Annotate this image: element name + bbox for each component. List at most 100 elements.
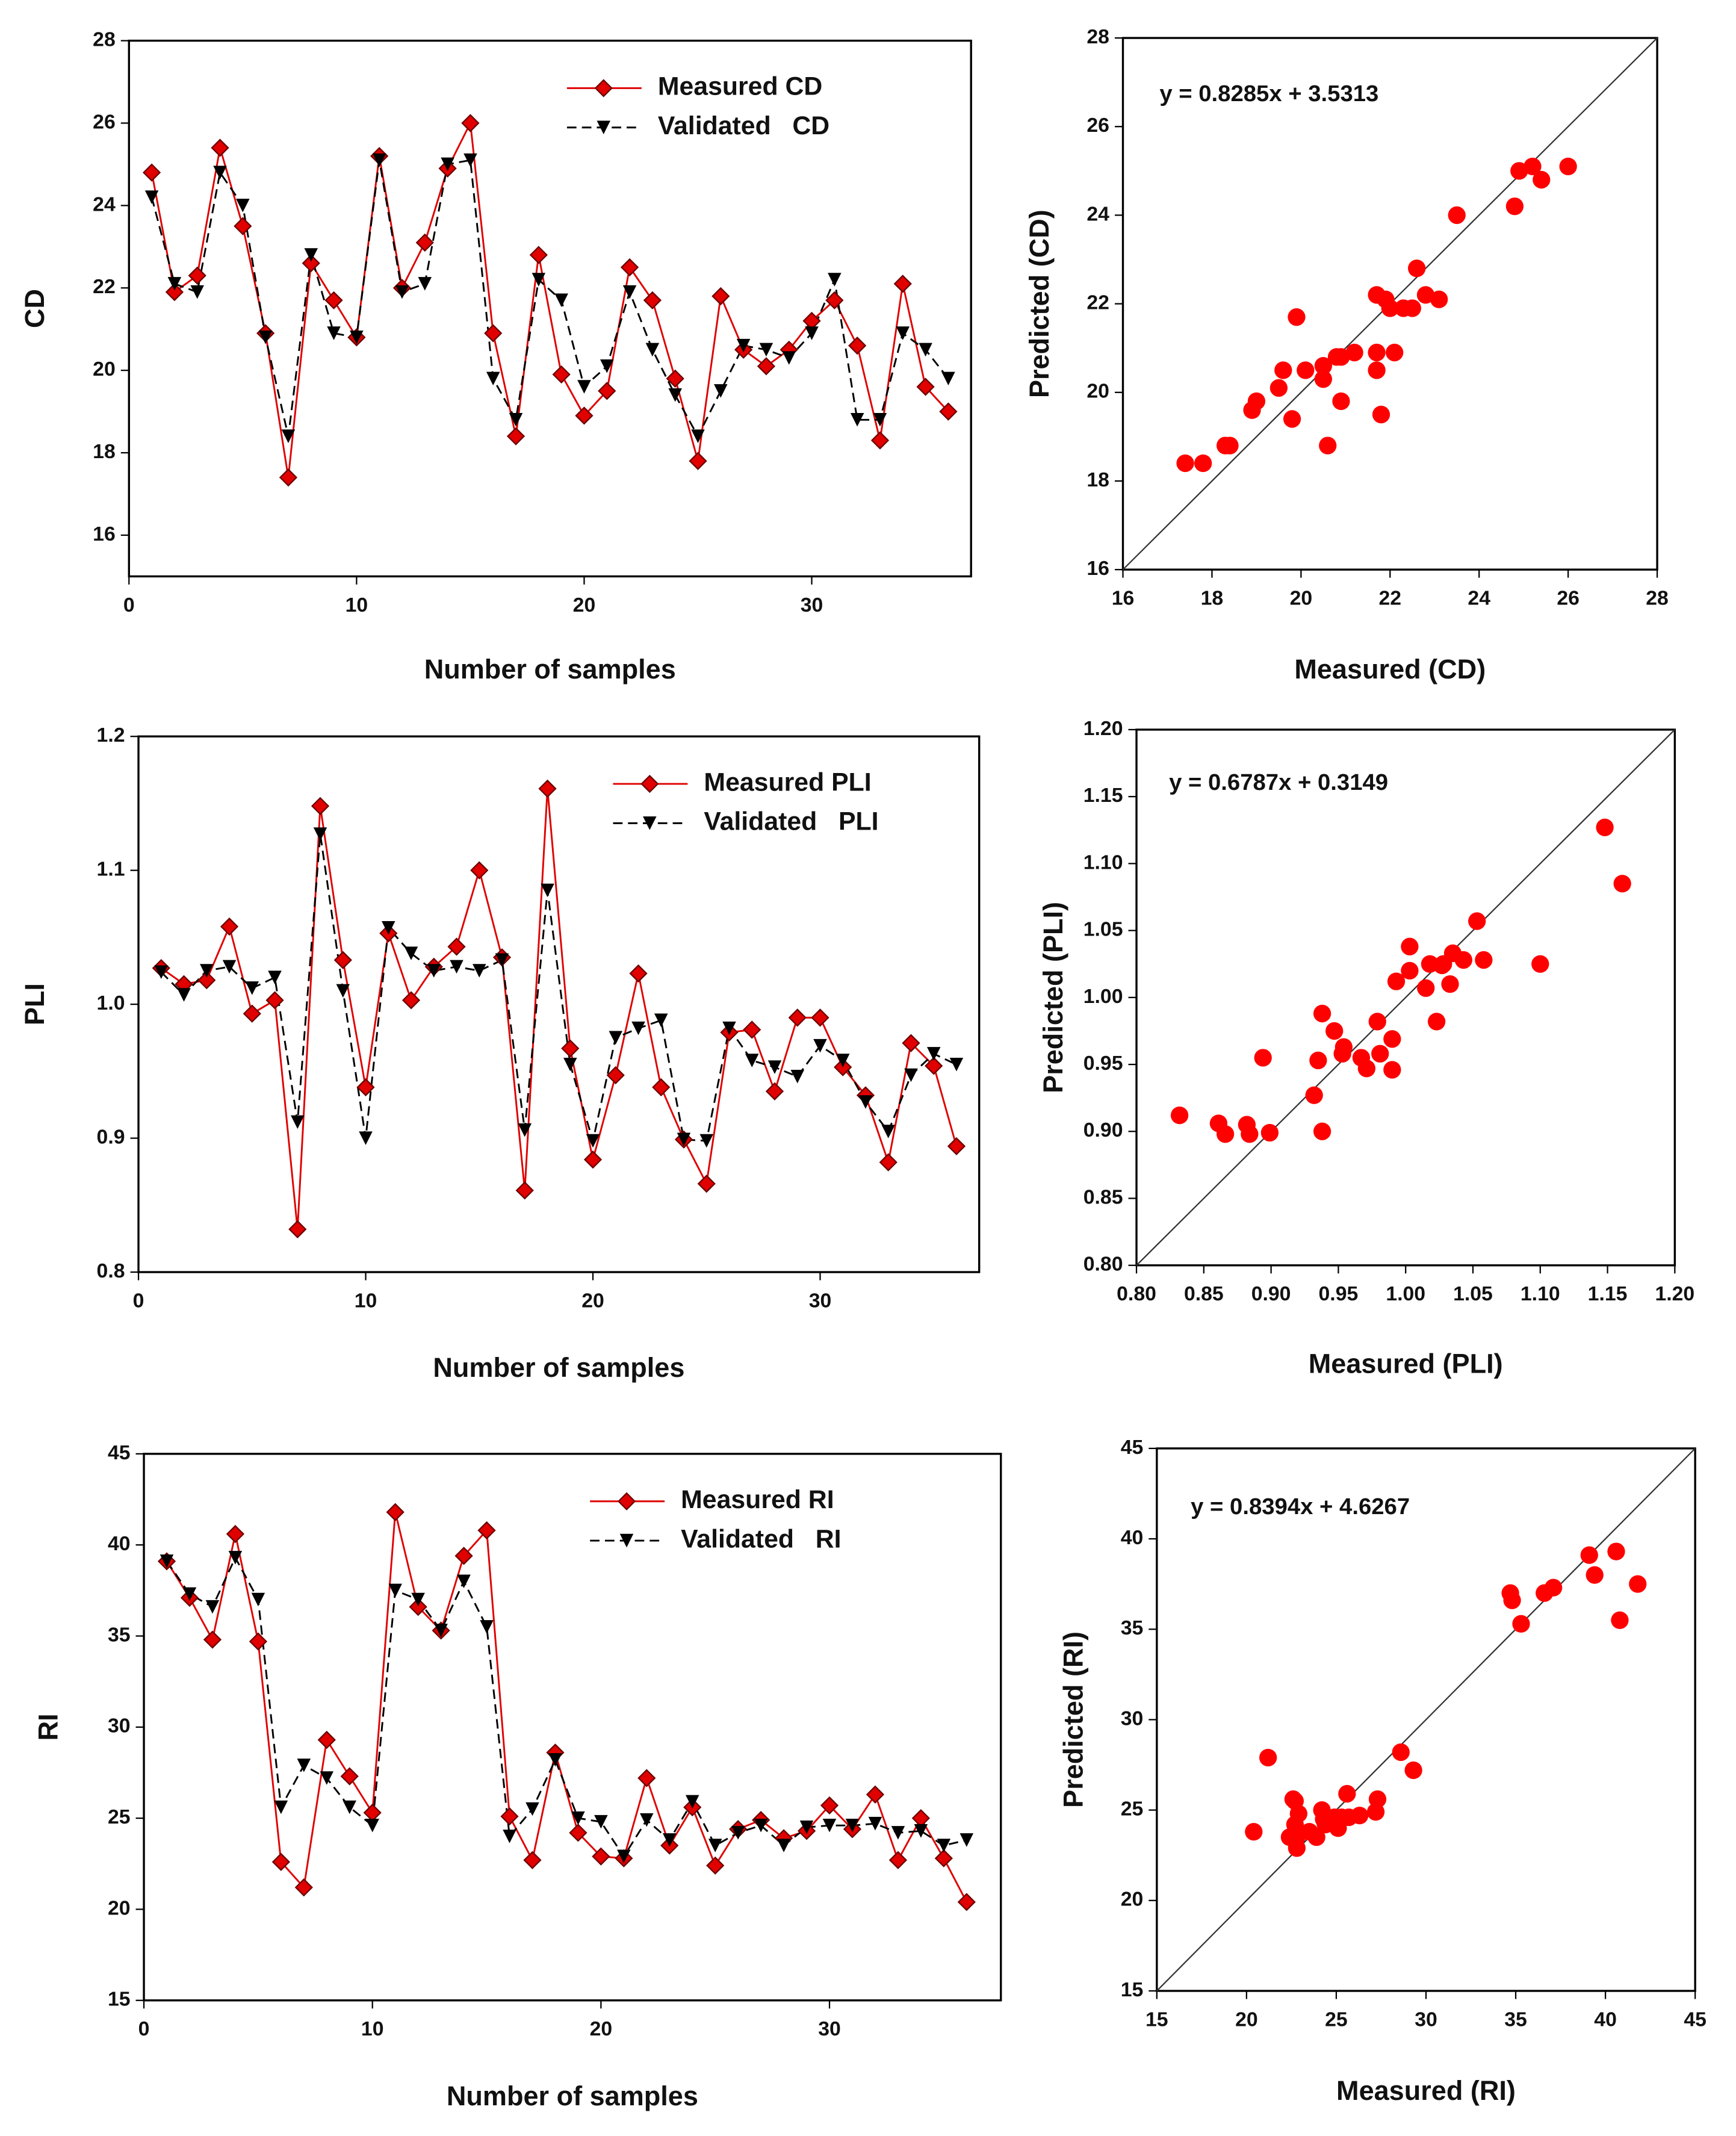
marker — [142, 163, 161, 182]
equation: y = 0.6787x + 0.3149 — [1169, 769, 1388, 795]
marker — [722, 1021, 736, 1035]
marker — [645, 343, 660, 357]
point — [1247, 392, 1266, 411]
marker — [177, 988, 191, 1002]
y-tick-label: 30 — [108, 1715, 131, 1737]
marker — [957, 1893, 976, 1911]
equation: y = 0.8394x + 4.6267 — [1191, 1494, 1410, 1520]
marker — [203, 1630, 222, 1649]
x-tick-label: 35 — [1504, 2008, 1527, 2031]
marker — [873, 413, 887, 427]
y-tick-label: 28 — [1087, 25, 1109, 48]
marker — [226, 1524, 245, 1544]
marker — [888, 1851, 908, 1869]
marker — [677, 1132, 691, 1147]
point — [1325, 1022, 1344, 1040]
point — [1327, 1813, 1345, 1832]
marker — [663, 1833, 677, 1847]
marker — [457, 1574, 471, 1588]
marker — [799, 1820, 814, 1834]
point — [1254, 1049, 1272, 1067]
point — [1607, 1542, 1625, 1560]
marker — [597, 120, 610, 135]
point — [1368, 343, 1386, 362]
one-to-one-line — [1156, 1448, 1696, 1992]
x-tick-label: 0.80 — [1117, 1282, 1156, 1305]
marker — [959, 1833, 974, 1847]
point — [1501, 1584, 1519, 1602]
y-tick-label: 45 — [108, 1441, 131, 1464]
point — [1448, 206, 1466, 225]
x-axis-label: Measured (RI) — [1336, 2075, 1516, 2106]
y-axis-label: Predicted (CD) — [1024, 210, 1055, 398]
point — [1327, 348, 1346, 366]
marker — [926, 1047, 941, 1061]
x-tick-label: 20 — [1235, 2008, 1258, 2031]
marker — [529, 246, 548, 264]
marker — [450, 960, 463, 974]
point — [1441, 975, 1459, 993]
marker — [311, 796, 330, 816]
point — [1319, 436, 1337, 455]
marker — [222, 960, 237, 974]
marker — [515, 1181, 534, 1200]
marker — [941, 371, 955, 386]
marker — [617, 1492, 636, 1510]
y-tick-label: 35 — [108, 1623, 131, 1646]
x-tick-label: 40 — [1594, 2008, 1617, 2031]
y-tick-label: 40 — [108, 1532, 131, 1555]
y-tick-label: 20 — [1087, 380, 1109, 403]
marker — [541, 883, 554, 898]
x-tick-label: 18 — [1201, 587, 1224, 610]
marker — [754, 1818, 768, 1833]
y-tick-label: 20 — [108, 1896, 131, 1919]
x-tick-label: 15 — [1145, 2008, 1168, 2031]
marker — [835, 1054, 850, 1067]
point — [1533, 170, 1551, 189]
point — [1512, 1615, 1530, 1633]
y-tick-label: 22 — [93, 275, 116, 298]
point — [1307, 1828, 1325, 1846]
marker — [571, 1811, 585, 1825]
marker — [879, 1153, 897, 1172]
x-tick-label: 16 — [1112, 587, 1135, 610]
marker — [916, 377, 935, 396]
marker — [188, 266, 206, 285]
series-line — [160, 788, 958, 1229]
point — [1170, 1106, 1189, 1125]
marker — [788, 1008, 807, 1027]
marker — [302, 254, 320, 273]
marker — [598, 382, 616, 400]
point — [1421, 955, 1439, 973]
point — [1629, 1575, 1647, 1593]
marker — [484, 324, 503, 343]
marker — [243, 1004, 261, 1023]
series-line — [166, 1512, 968, 1902]
marker — [569, 1824, 587, 1842]
marker — [617, 1849, 631, 1863]
y-tick-label: 24 — [93, 193, 116, 216]
marker — [190, 285, 204, 299]
marker — [182, 1587, 197, 1601]
y-tick-label: 20 — [1121, 1888, 1144, 1911]
marker — [454, 1547, 473, 1565]
x-tick-label: 30 — [818, 2017, 841, 2040]
equation: y = 0.8285x + 3.5313 — [1159, 81, 1378, 107]
point — [1274, 361, 1292, 379]
marker — [532, 273, 546, 287]
point — [1332, 392, 1350, 411]
marker — [919, 343, 932, 357]
point — [1288, 1828, 1306, 1846]
marker — [845, 1818, 860, 1833]
marker — [288, 1220, 307, 1238]
marker — [234, 217, 252, 235]
y-tick-label: 0.90 — [1083, 1119, 1123, 1141]
point — [1176, 454, 1194, 473]
point — [1335, 1038, 1353, 1056]
point — [1366, 1802, 1385, 1821]
marker — [144, 190, 159, 204]
marker — [759, 343, 773, 357]
marker — [896, 326, 910, 340]
marker — [699, 1134, 714, 1148]
point — [1314, 356, 1332, 375]
